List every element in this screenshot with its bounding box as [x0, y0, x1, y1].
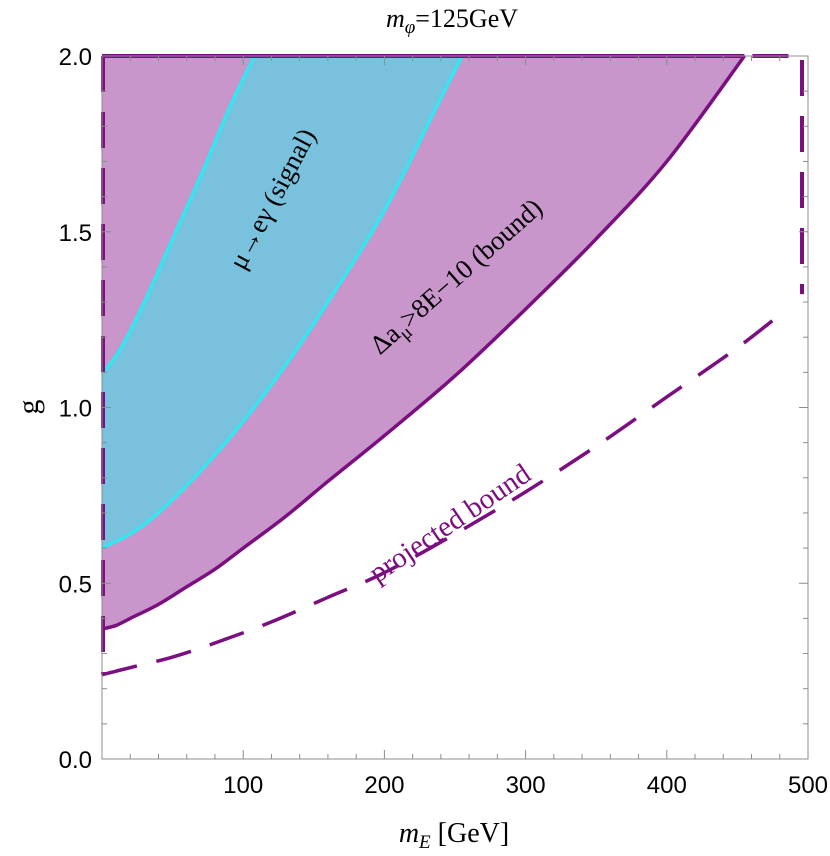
- x-tick-label: 300: [506, 772, 546, 799]
- x-tick-label: 100: [223, 772, 263, 799]
- y-axis-label: g: [12, 400, 45, 415]
- x-tick-labels: 100 200 300 400 500: [223, 772, 828, 799]
- projected-bound-label: projected bound: [363, 458, 537, 590]
- x-tick-label: 500: [788, 772, 828, 799]
- x-tick-label: 400: [647, 772, 687, 799]
- plot-frame: [101, 55, 809, 760]
- chart-title: mφ=125GeV: [386, 4, 518, 38]
- bound-boundary-line: [101, 54, 746, 631]
- x-axis-label: mE [GeV]: [399, 818, 509, 853]
- y-tick-label: 1.5: [59, 220, 92, 247]
- projected-bound-line: [101, 307, 788, 677]
- x-tick-label: 200: [364, 772, 404, 799]
- y-tick-label: 2.0: [59, 44, 92, 71]
- signal-left-boundary-line: [100, 55, 257, 374]
- y-tick-label: 0.5: [59, 571, 92, 598]
- y-tick-labels: 0.0 0.5 1.0 1.5 2.0: [59, 44, 92, 774]
- y-tick-label: 1.0: [59, 396, 92, 423]
- signal-right-boundary-line: [101, 55, 464, 550]
- y-tick-label: 0.0: [59, 747, 92, 774]
- signal-region-fill: [102, 56, 463, 549]
